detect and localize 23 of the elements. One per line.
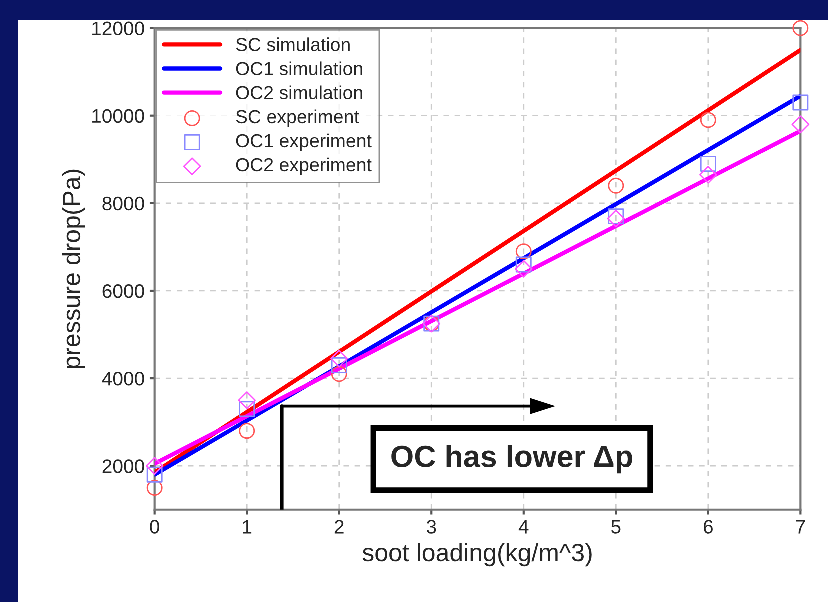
x-tick-label: 6 <box>704 520 713 534</box>
annotation: OC has lower Δp <box>392 445 632 474</box>
x-tick-label: 4 <box>518 520 529 534</box>
y-axis-title: pressure drop(Pa) <box>62 170 86 368</box>
y-tick-label: 12000 <box>92 22 144 36</box>
x-tick-label: 5 <box>612 520 621 534</box>
y-tick-label: 10000 <box>92 109 144 124</box>
x-tick-label: 3 <box>426 520 436 534</box>
x-tick-label: 0 <box>150 520 160 534</box>
legend-label: OC1 simulation <box>236 62 362 76</box>
legend-label: OC1 experiment <box>236 134 372 152</box>
x-tick-label: 2 <box>334 520 344 534</box>
legend-label: SC simulation <box>236 38 350 52</box>
x-tick-label: 7 <box>796 520 806 534</box>
y-tick-label: 4000 <box>102 372 144 386</box>
x-axis-title: soot loading(kg/m^3) <box>362 543 592 567</box>
y-tick-label: 8000 <box>102 196 144 211</box>
x-tick-label: 1 <box>243 520 252 534</box>
legend-label: OC2 simulation <box>236 86 362 100</box>
legend-label: SC experiment <box>236 110 360 128</box>
y-tick-label: 6000 <box>102 284 144 298</box>
legend-label: OC2 experiment <box>236 158 372 176</box>
y-tick-label: 2000 <box>102 460 144 474</box>
